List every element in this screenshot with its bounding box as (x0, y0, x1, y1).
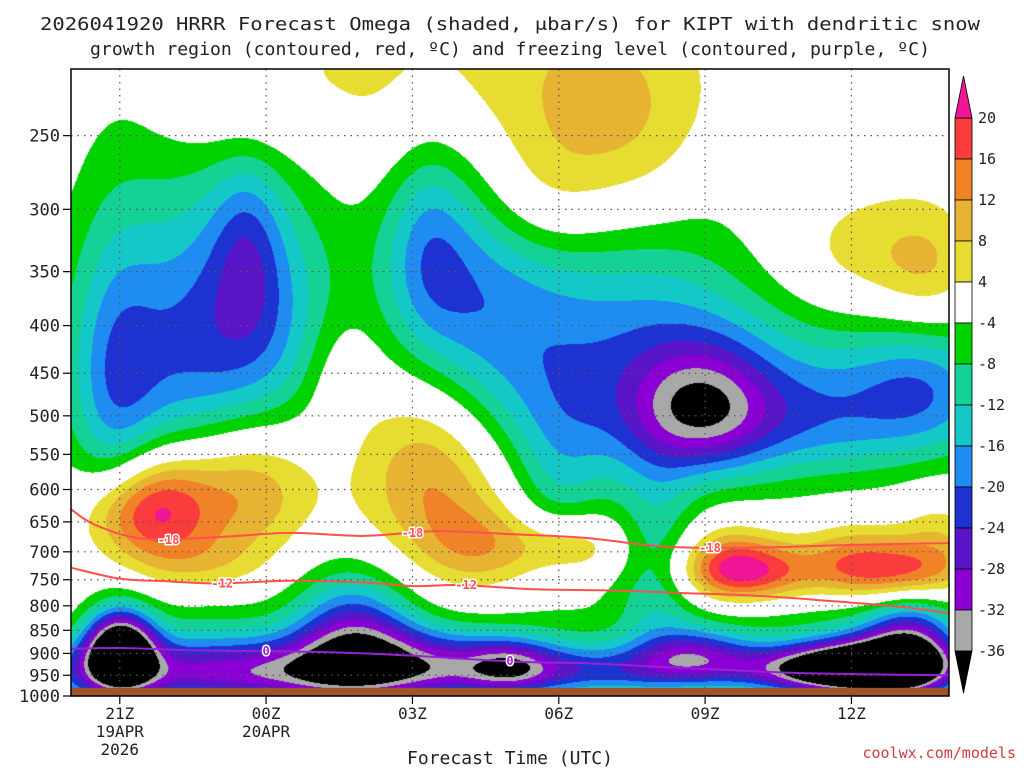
x-tick-label-09Z-1: 09Z (691, 704, 720, 723)
contour-label-dgz-minus-18-2: -18 (699, 541, 721, 555)
x-tick-label-00Z-2: 20APR (242, 722, 291, 741)
colorbar-bin--36-to--32 (954, 609, 973, 652)
y-tick-label-750: 750 (29, 571, 60, 591)
plot-frame (70, 68, 950, 697)
colorbar-label-4: 4 (978, 273, 987, 291)
ground-surface (71, 687, 949, 696)
x-axis-title: Forecast Time (UTC) (407, 748, 613, 768)
colorbar-bin--8-to--4 (954, 322, 973, 365)
y-tick-label-600: 600 (29, 481, 60, 501)
colorbar-bin--28-to--24 (954, 527, 973, 570)
contour-label-dgz-minus-12-0: -12 (211, 576, 233, 590)
chart-title-line2: growth region (contoured, red, ºC) and f… (90, 39, 930, 60)
colorbar-label-12: 12 (978, 191, 996, 209)
colorbar-label--28: -28 (978, 560, 1005, 578)
y-tick-label-900: 900 (29, 644, 60, 664)
colorbar-bin--24-to--20 (954, 486, 973, 529)
contour-label-dgz-minus-18-1: -18 (402, 526, 424, 540)
y-tick-label-700: 700 (29, 543, 60, 563)
colorbar-bin--4-to-4 (954, 281, 973, 324)
contour-freezing-level-0 (70, 646, 950, 677)
colorbar-bin-16-to-20 (954, 117, 973, 160)
colorbar-top-arrow (954, 75, 973, 119)
y-tick-label-450: 450 (29, 364, 60, 384)
colorbar-label--8: -8 (978, 355, 996, 373)
contours-group: -18 -18 -18 -12 -12 0 0 (70, 508, 950, 677)
y-tick-label-850: 850 (29, 621, 60, 641)
y-tick-label-300: 300 (29, 200, 60, 220)
contour-label-dgz-minus-18-0: -18 (158, 533, 180, 547)
colorbar-bin--16-to--12 (954, 404, 973, 447)
x-tick-label-12Z-1: 12Z (837, 704, 866, 723)
contour-dgz-minus-18 (70, 508, 950, 549)
colorbar-label-16: 16 (978, 150, 996, 168)
chart-title-line1: 2026041920 HRRR Forecast Omega (shaded, … (40, 14, 980, 35)
contour-label-freezing-level-0-1: 0 (506, 654, 513, 668)
colorbar-label--32: -32 (978, 601, 1005, 619)
x-tick-label-21Z-3: 2026 (101, 740, 140, 759)
y-tick-label-650: 650 (29, 513, 60, 533)
credit-text: coolwx.com/models (862, 744, 1016, 762)
x-tick-label-03Z-1: 03Z (398, 704, 427, 723)
contour-dgz-minus-12 (70, 566, 950, 615)
y-tick-label-500: 500 (29, 407, 60, 427)
colorbar-bin--32-to--28 (954, 568, 973, 611)
colorbar-bottom-arrow (954, 650, 973, 694)
omega-shaded-field (71, 69, 949, 696)
colorbar-label--4: -4 (978, 314, 996, 332)
colorbar-bin-12-to-16 (954, 158, 973, 201)
colorbar-bin-8-to-12 (954, 199, 973, 242)
colorbar-legend: 20 16 12 8 4 -4 -8 -12 -16 -20 -24 -28 -32 -36 (954, 75, 1005, 694)
y-tick-label-400: 400 (29, 317, 60, 337)
y-tick-label-1000: 1000 (19, 687, 60, 707)
y-tick-label-250: 250 (29, 127, 60, 147)
x-tick-label-00Z-1: 00Z (252, 704, 281, 723)
gridlines-group (71, 69, 949, 697)
colorbar-label-20: 20 (978, 109, 996, 127)
ground-layer-group (71, 687, 949, 696)
colorbar-bin--12-to--8 (954, 363, 973, 406)
contour-label-freezing-level-0-0: 0 (262, 644, 269, 658)
y-tick-label-350: 350 (29, 263, 60, 283)
x-tick-label-06Z-1: 06Z (544, 704, 573, 723)
y-tick-label-550: 550 (29, 445, 60, 465)
colorbar-label--20: -20 (978, 478, 1005, 496)
colorbar-label--16: -16 (978, 437, 1005, 455)
colorbar-bin--20-to--16 (954, 445, 973, 488)
colorbar-label--36: -36 (978, 642, 1005, 660)
axes-group: 250 300 350 400 450 500 550 600 650 700 750 800 850 9… (19, 127, 866, 759)
x-tick-label-21Z-2: 19APR (96, 722, 145, 741)
colorbar-bin-4-to-8 (954, 240, 973, 283)
colorbar-label-8: 8 (978, 232, 987, 250)
colorbar-label--12: -12 (978, 396, 1005, 414)
contour-label-dgz-minus-12-1: -12 (455, 578, 477, 592)
colorbar-label--24: -24 (978, 519, 1005, 537)
y-tick-label-950: 950 (29, 666, 60, 686)
y-tick-label-800: 800 (29, 597, 60, 617)
x-tick-label-21Z-1: 21Z (105, 704, 134, 723)
